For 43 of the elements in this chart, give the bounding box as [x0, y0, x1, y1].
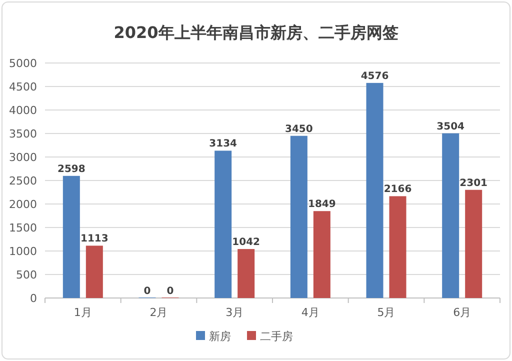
y-tick-label: 4500: [9, 80, 37, 94]
y-tick-label: 3000: [9, 151, 37, 164]
x-tick-label: 5月: [377, 306, 396, 319]
x-tick-label: 1月: [74, 306, 92, 319]
y-tick-label: 0: [30, 292, 37, 305]
data-label: 2598: [57, 164, 86, 175]
data-label: 1113: [80, 234, 108, 245]
data-label: 4576: [360, 70, 389, 82]
plot: 0 500 1000 1500 2000 2500 3000 3500 4000 4500 5000 1月 2月 3月 4月 5月 6月 2598 0 3134 3450 4576 3504 1113 0 1042 1849 2166 2301: [9, 57, 500, 319]
y-tick-label: 5000: [9, 57, 37, 70]
data-label: 3450: [284, 124, 313, 135]
bar: [86, 246, 103, 298]
data-label: 3134: [209, 138, 238, 150]
legend-label: 二手房: [260, 330, 293, 343]
y-tick-label: 4000: [9, 104, 37, 117]
bar: [366, 82, 384, 298]
data-label: 0: [166, 286, 174, 297]
data-label: 1042: [232, 237, 260, 248]
data-label: 2166: [384, 184, 412, 196]
y-tick-label: 1000: [9, 245, 37, 258]
bar: [313, 211, 330, 298]
data-label: 3504: [436, 121, 465, 132]
data-label: 0: [144, 286, 151, 297]
y-tick-label: 1500: [9, 222, 37, 234]
chart-title: 2020年上半年南昌市新房、二手房网签: [114, 23, 398, 42]
x-tick-label: 2月: [150, 306, 168, 319]
data-label: 2301: [460, 178, 488, 189]
y-tick-label: 2000: [9, 198, 37, 211]
x-tick-label: 4月: [301, 306, 320, 319]
bar: [62, 176, 80, 298]
x-tick-label: 6月: [453, 306, 472, 319]
bar: [442, 133, 460, 298]
data-label: 1849: [308, 199, 336, 210]
bar: [214, 150, 232, 298]
bar: [238, 249, 255, 298]
bar: [465, 190, 482, 298]
y-tick-label: 500: [16, 268, 37, 282]
y-tick-label: 2500: [9, 174, 37, 188]
legend-label: 新房: [209, 330, 231, 343]
bar: [290, 136, 308, 298]
x-tick-label: 3月: [226, 306, 244, 319]
bar: [389, 196, 406, 298]
y-tick-label: 3500: [9, 128, 37, 140]
